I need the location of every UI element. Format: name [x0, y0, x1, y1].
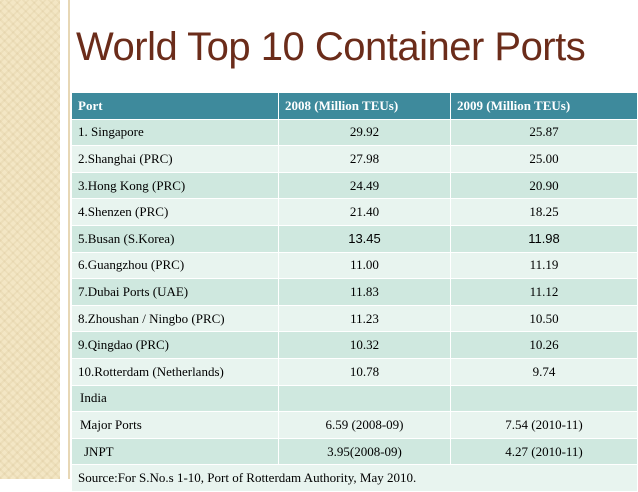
section-label-cell: India — [71, 384, 279, 413]
table-row: 10.Rotterdam (Netherlands) 10.78 9.74 — [71, 357, 638, 386]
value-2009-cell: 11.12 — [450, 278, 638, 306]
port-name-cell: 6.Guangzhou (PRC) — [71, 251, 279, 280]
value-2008-cell: 11.00 — [278, 251, 451, 280]
value-2008-cell — [278, 384, 451, 413]
value-2009-cell: 4.27 (2010-11) — [450, 437, 638, 466]
value-2009-cell: 7.54 (2010-11) — [450, 411, 638, 439]
value-2008-cell: 21.40 — [278, 198, 451, 226]
value-2009-cell: 25.00 — [450, 145, 638, 173]
port-name-cell: JNPT — [71, 437, 279, 466]
port-name-cell: 9.Qingdao (PRC) — [71, 331, 279, 359]
decorative-divider — [68, 0, 70, 479]
port-name-cell: 10.Rotterdam (Netherlands) — [71, 357, 279, 386]
table-header-row: Port 2008 (Million TEUs) 2009 (Million T… — [71, 92, 638, 120]
port-name-cell: 1. Singapore — [71, 118, 279, 147]
value-2009-cell: 10.50 — [450, 304, 638, 333]
table-row: 6.Guangzhou (PRC) 11.00 11.19 — [71, 251, 638, 280]
page-title: World Top 10 Container Ports — [76, 25, 586, 69]
value-2008-cell: 10.78 — [278, 357, 451, 386]
table-row: 7.Dubai Ports (UAE) 11.83 11.12 — [71, 278, 638, 306]
value-2009-cell — [450, 384, 638, 413]
table-row: Major Ports 6.59 (2008-09) 7.54 (2010-11… — [71, 411, 638, 439]
table-row: 8.Zhoushan / Ningbo (PRC) 11.23 10.50 — [71, 304, 638, 333]
value-2008-cell: 29.92 — [278, 118, 451, 147]
value-2009-cell: 11.98 — [450, 224, 638, 253]
header-2008: 2008 (Million TEUs) — [278, 92, 451, 120]
port-name-cell: Major Ports — [71, 411, 279, 439]
value-2009-cell: 18.25 — [450, 198, 638, 226]
table-row: 2.Shanghai (PRC) 27.98 25.00 — [71, 145, 638, 173]
port-name-cell: 8.Zhoushan / Ningbo (PRC) — [71, 304, 279, 333]
table-row: 5.Busan (S.Korea) 13.45 11.98 — [71, 224, 638, 253]
port-name-cell: 7.Dubai Ports (UAE) — [71, 278, 279, 306]
table-row: JNPT 3.95(2008-09) 4.27 (2010-11) — [71, 437, 638, 466]
table-row: 9.Qingdao (PRC) 10.32 10.26 — [71, 331, 638, 359]
value-2008-cell: 11.83 — [278, 278, 451, 306]
table-row: 1. Singapore 29.92 25.87 — [71, 118, 638, 147]
port-name-cell: 4.Shenzen (PRC) — [71, 198, 279, 226]
decorative-left-stripe — [0, 0, 60, 479]
source-row: Source:For S.No.s 1-10, Port of Rotterda… — [71, 464, 638, 492]
value-2008-cell: 24.49 — [278, 171, 451, 200]
value-2008-cell: 10.32 — [278, 331, 451, 359]
table-row: India — [71, 384, 638, 413]
value-2009-cell: 10.26 — [450, 331, 638, 359]
value-2008-cell: 27.98 — [278, 145, 451, 173]
port-name-cell: 5.Busan (S.Korea) — [71, 224, 279, 253]
value-2009-cell: 9.74 — [450, 357, 638, 386]
value-2009-cell: 25.87 — [450, 118, 638, 147]
value-2008-cell: 11.23 — [278, 304, 451, 333]
source-note: Source:For S.No.s 1-10, Port of Rotterda… — [71, 464, 638, 492]
value-2008-cell: 3.95(2008-09) — [278, 437, 451, 466]
value-2009-cell: 20.90 — [450, 171, 638, 200]
port-name-cell: 3.Hong Kong (PRC) — [71, 171, 279, 200]
table-row: 3.Hong Kong (PRC) 24.49 20.90 — [71, 171, 638, 200]
header-port: Port — [71, 92, 279, 120]
header-2009: 2009 (Million TEUs) — [450, 92, 638, 120]
ports-table: Port 2008 (Million TEUs) 2009 (Million T… — [71, 92, 638, 492]
port-name-cell: 2.Shanghai (PRC) — [71, 145, 279, 173]
value-2009-cell: 11.19 — [450, 251, 638, 280]
table-row: 4.Shenzen (PRC) 21.40 18.25 — [71, 198, 638, 226]
value-2008-cell: 6.59 (2008-09) — [278, 411, 451, 439]
value-2008-cell: 13.45 — [278, 224, 451, 253]
